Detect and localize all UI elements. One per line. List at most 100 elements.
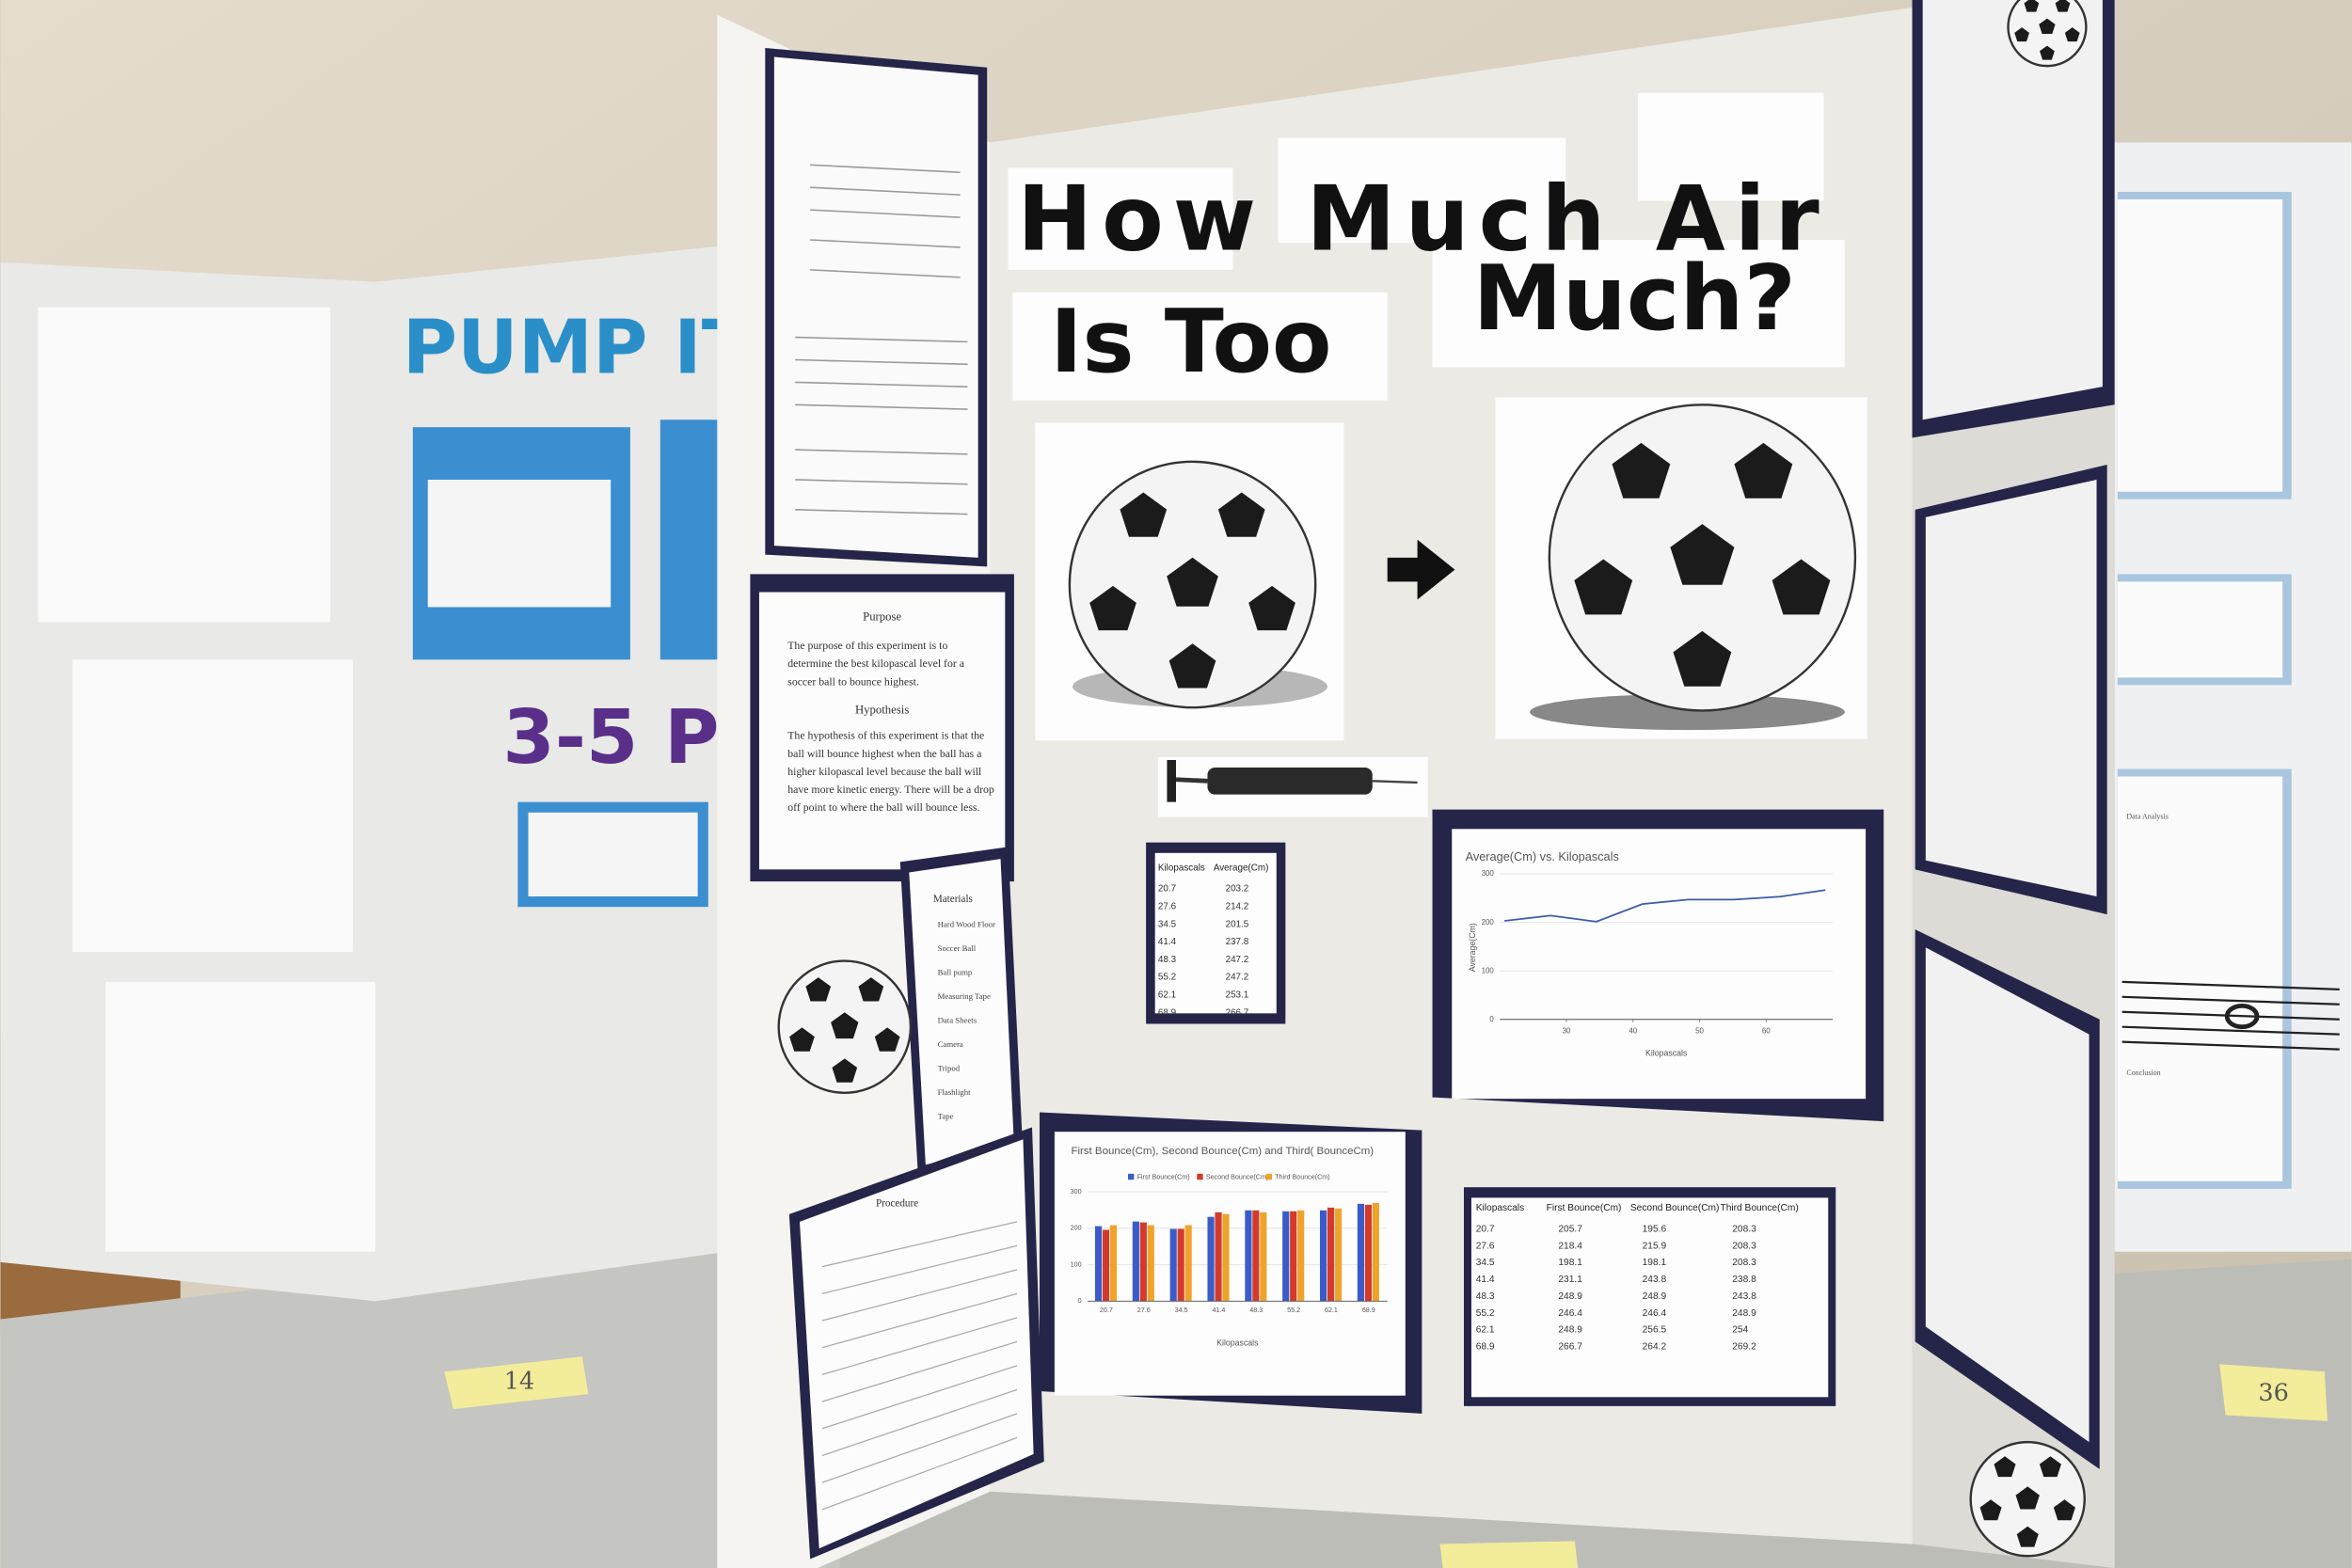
material-item: Hard Wood Floor bbox=[938, 919, 995, 928]
table-cell: 208.3 bbox=[1732, 1258, 1756, 1268]
table-cell: 248.9 bbox=[1732, 1308, 1756, 1319]
heading: Materials bbox=[933, 894, 973, 905]
ball-patch bbox=[1734, 442, 1793, 499]
heading: Procedure bbox=[876, 1197, 918, 1209]
table-cell: 198.1 bbox=[1643, 1258, 1667, 1268]
purpose-text: The purpose of this experiment is to det… bbox=[787, 638, 964, 689]
table-cell: 246.4 bbox=[1643, 1308, 1667, 1319]
board-title: Much? bbox=[1473, 245, 1796, 351]
y-tick-label: 300 bbox=[1071, 1188, 1082, 1196]
bar bbox=[1184, 1225, 1192, 1302]
table-header: Third Bounce(Cm) bbox=[1721, 1203, 1799, 1213]
material-item: Measuring Tape bbox=[938, 991, 991, 1001]
ball-patch bbox=[858, 977, 884, 1002]
ball-patch bbox=[1994, 1456, 2016, 1478]
hypothesis-text-box: The hypothesis of this experiment is tha… bbox=[787, 729, 994, 815]
ball-patch bbox=[1772, 559, 1831, 615]
y-axis-label: Average(Cm) bbox=[1468, 923, 1477, 972]
ball-patch bbox=[1089, 585, 1136, 631]
table-cell: 247.2 bbox=[1226, 973, 1249, 983]
right-heading: Conclusion bbox=[2126, 1069, 2160, 1077]
table-cell: 248.9 bbox=[1643, 1291, 1667, 1302]
bar bbox=[1222, 1213, 1230, 1302]
table-cell: 214.2 bbox=[1226, 901, 1249, 911]
y-tick-label: 100 bbox=[1482, 966, 1495, 974]
ball-patch bbox=[2039, 1456, 2061, 1478]
table-header: Kilopascals bbox=[1476, 1203, 1525, 1213]
table-header: Second Bounce(Cm) bbox=[1630, 1203, 1720, 1213]
legend-swatch bbox=[1128, 1173, 1135, 1180]
table-cell: 243.8 bbox=[1643, 1275, 1667, 1285]
table-cell: 68.9 bbox=[1476, 1341, 1495, 1352]
ball-patch bbox=[2064, 27, 2080, 42]
small-print bbox=[821, 1413, 1018, 1483]
material-item: Tape bbox=[938, 1111, 954, 1120]
line bbox=[1504, 889, 1826, 923]
table-header: Kilopascals bbox=[1158, 863, 1205, 873]
small-print bbox=[821, 1221, 1018, 1268]
bar bbox=[1282, 1211, 1290, 1302]
bar bbox=[1319, 1210, 1327, 1302]
board-title: Is Too bbox=[1050, 291, 1331, 392]
pump bbox=[1167, 760, 1418, 802]
bar bbox=[1094, 1226, 1103, 1302]
table-cell: 27.6 bbox=[1476, 1241, 1495, 1251]
sticky-note bbox=[1439, 1541, 1579, 1568]
table-cell: 34.5 bbox=[1476, 1258, 1495, 1268]
bar bbox=[1357, 1203, 1365, 1302]
legend-swatch bbox=[1265, 1173, 1272, 1180]
table-cell: 48.3 bbox=[1476, 1291, 1495, 1302]
ball-patch bbox=[1120, 492, 1168, 537]
small-print bbox=[821, 1292, 1018, 1349]
paper bbox=[1470, 1197, 1829, 1398]
small-print bbox=[821, 1436, 1018, 1511]
bar bbox=[1372, 1202, 1379, 1302]
paper bbox=[2117, 581, 2283, 678]
bar bbox=[1334, 1208, 1343, 1302]
material-item: Soccer Ball bbox=[938, 943, 977, 953]
paper bbox=[1922, 0, 2103, 420]
x-tick-label: 30 bbox=[1563, 1027, 1571, 1036]
small-print bbox=[821, 1317, 1018, 1376]
bar bbox=[1245, 1210, 1252, 1302]
table-cell: 198.1 bbox=[1558, 1258, 1582, 1268]
ball-patch bbox=[1248, 585, 1295, 631]
table-left bbox=[0, 1221, 841, 1568]
bar bbox=[1260, 1212, 1267, 1302]
table-cell: 266.7 bbox=[1226, 1007, 1249, 1018]
board-title: How Much Air bbox=[1017, 166, 1820, 271]
table-cell: 55.2 bbox=[1476, 1308, 1495, 1319]
purpose-text-box: The purpose of this experiment is to det… bbox=[787, 638, 964, 689]
bar bbox=[1215, 1212, 1222, 1302]
table-cell: 34.5 bbox=[1158, 919, 1177, 929]
bar bbox=[1139, 1222, 1147, 1302]
x-tick-label: 50 bbox=[1695, 1027, 1704, 1036]
bar bbox=[1207, 1216, 1215, 1302]
y-tick-label: 0 bbox=[1078, 1297, 1082, 1305]
y-tick-label: 300 bbox=[1482, 869, 1495, 878]
bar bbox=[1102, 1229, 1110, 1302]
table-cell: 20.7 bbox=[1476, 1225, 1495, 1235]
paper bbox=[2117, 776, 2283, 1181]
shadow bbox=[1530, 693, 1845, 731]
paper bbox=[72, 659, 354, 952]
legend-label: Second Bounce(Cm) bbox=[1206, 1174, 1268, 1181]
bar bbox=[1252, 1210, 1260, 1302]
x-tick-label: 62.1 bbox=[1325, 1307, 1338, 1314]
bar bbox=[1297, 1210, 1305, 1302]
x-tick-label: 60 bbox=[1762, 1027, 1771, 1036]
music-staff bbox=[2122, 980, 2340, 1051]
sticky-label: 14 bbox=[504, 1367, 534, 1395]
right-heading: Data Analysis bbox=[2126, 812, 2168, 820]
ball-patch bbox=[874, 1027, 900, 1052]
small-print bbox=[821, 1269, 1018, 1322]
table-cell: 248.9 bbox=[1558, 1291, 1582, 1302]
chart-title: Average(Cm) vs. Kilopascals bbox=[1466, 849, 1619, 863]
table-cell: 231.1 bbox=[1558, 1275, 1582, 1285]
paper bbox=[909, 859, 1014, 1165]
table-cell: 243.8 bbox=[1732, 1291, 1756, 1302]
sticky-note bbox=[2219, 1364, 2328, 1421]
table-cell: 218.4 bbox=[1558, 1241, 1582, 1251]
material-item: Camera bbox=[938, 1039, 963, 1049]
